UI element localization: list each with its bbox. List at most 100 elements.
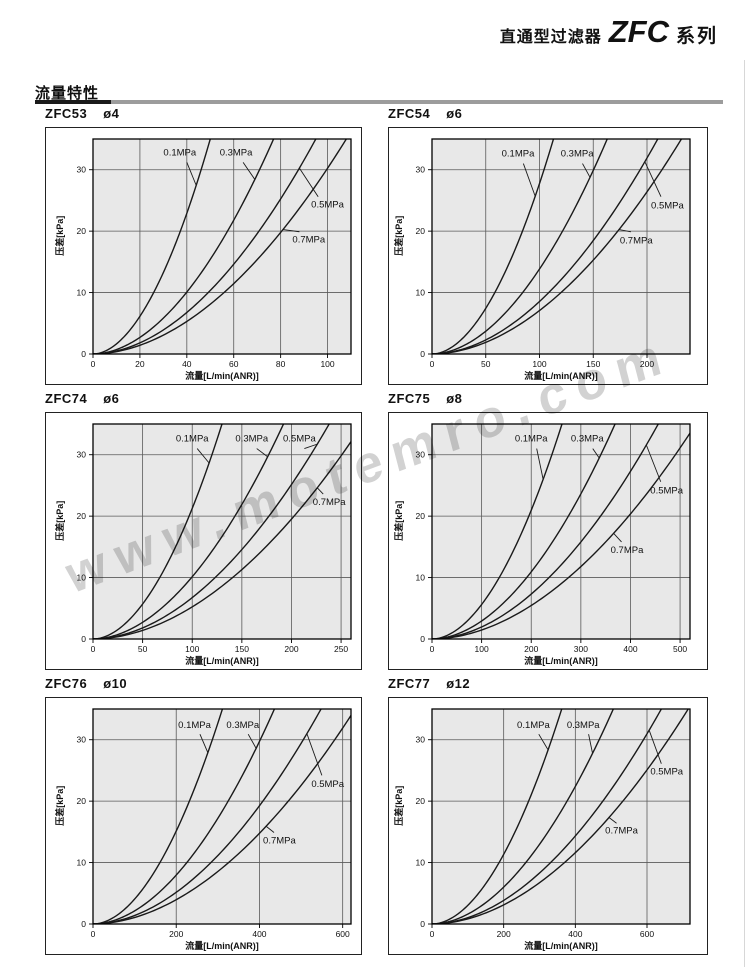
chart-block-zfc54: ZFC54 ø6 0 50 100 150 200 0 10 20 30 流量[L/min(ANR)… bbox=[388, 106, 708, 385]
y-tick-label: 0 bbox=[420, 919, 425, 929]
x-tick-label: 300 bbox=[574, 644, 588, 654]
x-axis-title: 流量[L/min(ANR)] bbox=[185, 940, 259, 951]
y-tick-label: 10 bbox=[416, 288, 426, 298]
curve-label-0.7MPa: 0.7MPa bbox=[263, 835, 296, 846]
curve-label-0.7MPa: 0.7MPa bbox=[292, 235, 325, 246]
x-axis-title: 流量[L/min(ANR)] bbox=[524, 655, 598, 666]
curve-0.3MPa bbox=[93, 139, 275, 354]
curve-label-0.3MPa: 0.3MPa bbox=[220, 148, 253, 159]
plot-area bbox=[432, 709, 690, 924]
curve-label-0.5MPa: 0.5MPa bbox=[311, 200, 344, 211]
chart-svg: 0 50 100 150 200 0 10 20 30 流量[L/min(ANR)] 压差[kPa]… bbox=[393, 138, 691, 381]
curve-0.1MPa bbox=[432, 139, 555, 354]
curve-0.7MPa bbox=[432, 709, 689, 924]
y-tick-label: 30 bbox=[416, 165, 426, 175]
plot-frame bbox=[431, 138, 691, 355]
label-leader-line bbox=[538, 733, 549, 751]
y-axis-title: 压差[kPa] bbox=[54, 786, 65, 826]
x-tick-label: 0 bbox=[91, 359, 96, 369]
curve-0.7MPa bbox=[432, 139, 682, 354]
y-tick-label: 10 bbox=[77, 288, 87, 298]
curve-label-0.7MPa: 0.7MPa bbox=[605, 826, 638, 837]
chart-bore: ø10 bbox=[103, 676, 128, 691]
curve-0.7MPa bbox=[432, 432, 690, 639]
y-tick-label: 30 bbox=[77, 735, 87, 745]
x-tick-label: 600 bbox=[640, 929, 654, 939]
curve-label-0.5MPa: 0.5MPa bbox=[283, 434, 316, 445]
x-tick-label: 100 bbox=[320, 359, 334, 369]
x-tick-label: 400 bbox=[252, 929, 266, 939]
x-tick-label: 50 bbox=[138, 644, 148, 654]
y-tick-label: 20 bbox=[77, 226, 87, 236]
label-leader-line bbox=[316, 487, 324, 495]
page-edge-line bbox=[744, 60, 745, 967]
curve-label-0.5MPa: 0.5MPa bbox=[651, 200, 684, 211]
chart-bore: ø12 bbox=[446, 676, 471, 691]
curve-label-0.5MPa: 0.5MPa bbox=[650, 767, 683, 778]
y-tick-label: 10 bbox=[416, 858, 426, 868]
curve-label-0.1MPa: 0.1MPa bbox=[163, 148, 196, 159]
curve-0.1MPa bbox=[93, 709, 224, 924]
chart-model: ZFC53 bbox=[45, 106, 88, 121]
x-tick-label: 40 bbox=[182, 359, 192, 369]
x-tick-label: 50 bbox=[481, 359, 491, 369]
y-tick-label: 0 bbox=[81, 349, 86, 359]
x-tick-label: 0 bbox=[430, 359, 435, 369]
label-leader-line bbox=[306, 733, 323, 776]
x-tick-label: 0 bbox=[91, 929, 96, 939]
curve-label-0.3MPa: 0.3MPa bbox=[567, 720, 600, 731]
chart-bore: ø6 bbox=[103, 391, 120, 406]
header-series-suffix: 系列 bbox=[675, 26, 718, 47]
curve-0.7MPa bbox=[93, 139, 347, 354]
curve-label-0.1MPa: 0.1MPa bbox=[515, 434, 548, 445]
chart-svg: 0 200 400 600 0 10 20 30 流量[L/min(ANR)] 压差[kPa] 0.… bbox=[54, 708, 352, 951]
y-tick-label: 20 bbox=[77, 511, 87, 521]
curve-0.1MPa bbox=[432, 424, 563, 639]
chart-bore: ø8 bbox=[446, 391, 463, 406]
x-tick-label: 60 bbox=[229, 359, 239, 369]
plot-frame bbox=[431, 423, 691, 640]
curve-0.1MPa bbox=[93, 139, 211, 354]
x-tick-label: 200 bbox=[497, 929, 511, 939]
plot-frame bbox=[431, 708, 691, 925]
y-tick-label: 30 bbox=[416, 735, 426, 745]
chart-block-zfc53: ZFC53 ø4 0 20 40 60 80 100 0 10 20 30 流量[L/min(ANR)… bbox=[45, 106, 362, 385]
curve-0.3MPa bbox=[93, 424, 285, 639]
y-tick-label: 0 bbox=[420, 349, 425, 359]
x-tick-label: 100 bbox=[532, 359, 546, 369]
x-tick-label: 0 bbox=[430, 929, 435, 939]
chart-canvas: 0 20 40 60 80 100 0 10 20 30 流量[L/min(ANR)] 压差[kPa]… bbox=[45, 127, 362, 385]
y-tick-label: 30 bbox=[77, 450, 87, 460]
y-tick-label: 0 bbox=[81, 919, 86, 929]
label-leader-line bbox=[299, 167, 319, 197]
x-tick-label: 150 bbox=[586, 359, 600, 369]
curve-label-0.1MPa: 0.1MPa bbox=[502, 149, 535, 160]
y-tick-label: 0 bbox=[81, 634, 86, 644]
plot-area bbox=[432, 424, 690, 639]
label-leader-line bbox=[608, 817, 617, 824]
curve-0.5MPa bbox=[432, 139, 659, 354]
label-leader-line bbox=[613, 533, 622, 543]
label-leader-line bbox=[242, 162, 256, 180]
curve-label-0.7MPa: 0.7MPa bbox=[611, 545, 644, 556]
x-tick-label: 0 bbox=[430, 644, 435, 654]
curve-label-0.1MPa: 0.1MPa bbox=[517, 720, 550, 731]
y-axis-title: 压差[kPa] bbox=[393, 786, 404, 826]
plot-frame bbox=[92, 708, 352, 925]
curve-label-0.3MPa: 0.3MPa bbox=[571, 434, 604, 445]
plot-frame bbox=[92, 138, 352, 355]
y-tick-label: 20 bbox=[416, 226, 426, 236]
x-tick-label: 400 bbox=[623, 644, 637, 654]
chart-canvas: 0 100 200 300 400 500 0 10 20 30 流量[L/min(ANR)] 压差[… bbox=[388, 412, 708, 670]
x-tick-label: 200 bbox=[524, 644, 538, 654]
label-leader-line bbox=[304, 443, 318, 449]
label-leader-line bbox=[522, 163, 536, 197]
label-leader-line bbox=[199, 734, 209, 753]
y-axis-title: 压差[kPa] bbox=[393, 501, 404, 541]
x-axis-title: 流量[L/min(ANR)] bbox=[524, 370, 598, 381]
curve-0.5MPa bbox=[93, 139, 317, 354]
chart-model: ZFC54 bbox=[388, 106, 431, 121]
label-leader-line bbox=[282, 229, 300, 233]
y-tick-label: 20 bbox=[416, 511, 426, 521]
chart-block-zfc74: ZFC74 ø6 0 50 100 150 200 250 0 10 20 30 流量[L/min(A… bbox=[45, 391, 362, 670]
